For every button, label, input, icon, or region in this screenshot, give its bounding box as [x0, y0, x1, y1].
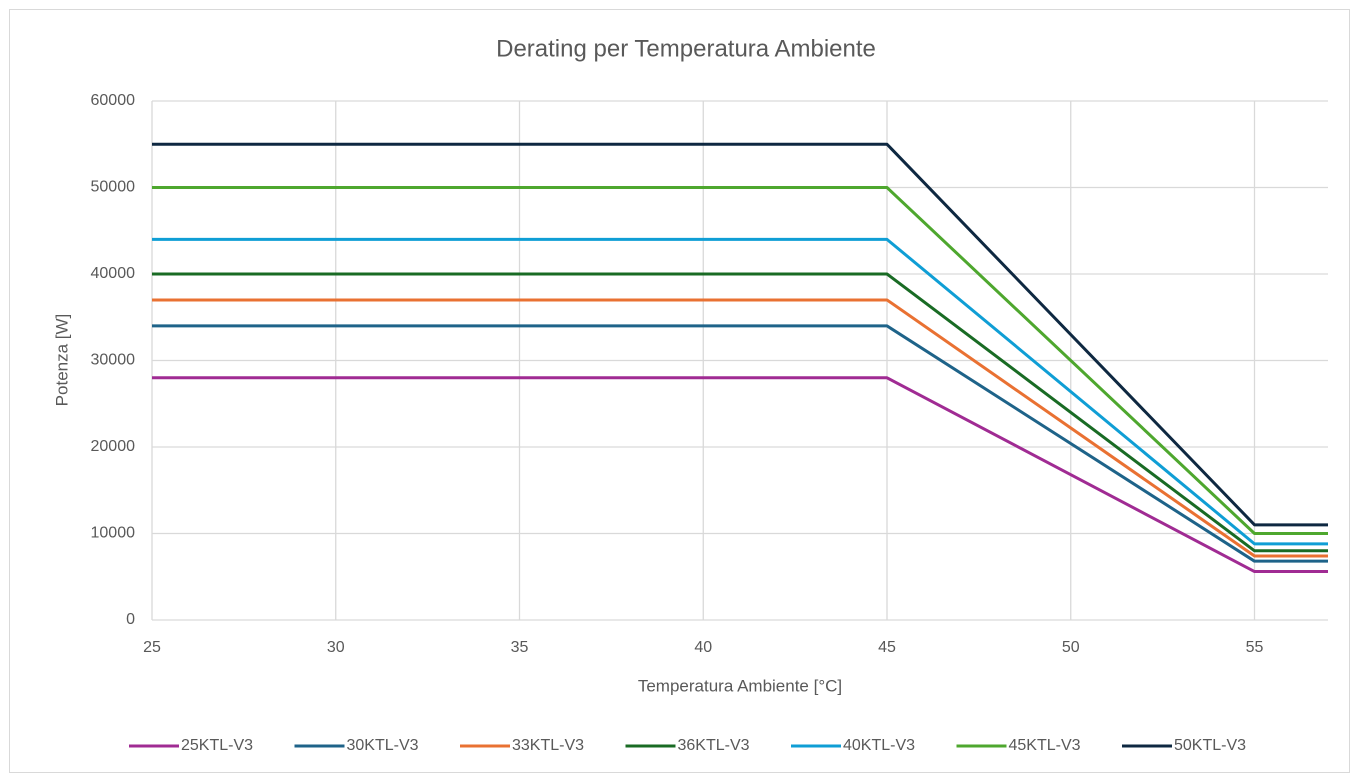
- y-tick-label: 0: [126, 611, 135, 628]
- series-line: [152, 324, 1328, 563]
- y-axis-title: Potenza [W]: [52, 314, 71, 407]
- series-line: [152, 272, 1328, 553]
- legend-label: 40KTL-V3: [843, 737, 915, 754]
- x-axis-title: Temperatura Ambiente [°C]: [638, 676, 842, 695]
- legend-label: 50KTL-V3: [1174, 737, 1246, 754]
- y-tick-label: 10000: [91, 525, 136, 542]
- legend-label: 33KTL-V3: [512, 737, 584, 754]
- series-line: [152, 237, 1328, 546]
- legend-label: 25KTL-V3: [181, 737, 253, 754]
- x-tick-label: 55: [1246, 639, 1264, 656]
- legend-label: 45KTL-V3: [1009, 737, 1081, 754]
- x-tick-label: 50: [1062, 639, 1080, 656]
- x-tick-label: 40: [694, 639, 712, 656]
- series-line: [152, 142, 1328, 527]
- y-tick-label: 20000: [91, 438, 136, 455]
- series-line: [152, 186, 1328, 535]
- y-tick-label: 60000: [91, 92, 136, 109]
- legend-label: 36KTL-V3: [678, 737, 750, 754]
- series-line: [152, 298, 1328, 558]
- x-tick-label: 35: [511, 639, 529, 656]
- x-tick-label: 30: [327, 639, 345, 656]
- y-tick-label: 50000: [91, 179, 136, 196]
- x-tick-label: 25: [143, 639, 161, 656]
- series-line: [152, 376, 1328, 574]
- y-tick-label: 30000: [91, 352, 136, 369]
- x-tick-label: 45: [878, 639, 896, 656]
- chart-frame: [9, 9, 1350, 773]
- legend-label: 30KTL-V3: [347, 737, 419, 754]
- chart-title: Derating per Temperatura Ambiente: [496, 35, 876, 62]
- y-tick-label: 40000: [91, 265, 136, 282]
